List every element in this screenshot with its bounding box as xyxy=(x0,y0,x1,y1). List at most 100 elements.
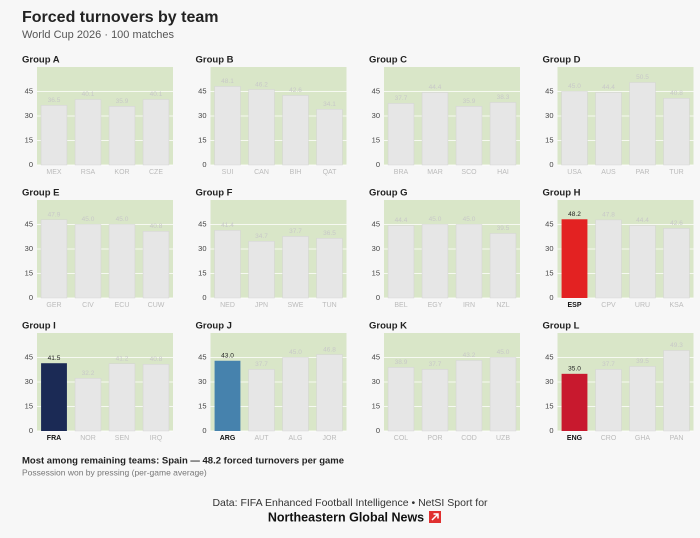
x-tick-label: GER xyxy=(46,302,61,309)
source: Data: FIFA Enhanced Football Intelligenc… xyxy=(212,497,488,509)
y-tick-label: 15 xyxy=(25,401,33,410)
panel-title: Group B xyxy=(196,55,234,66)
bar xyxy=(421,224,449,299)
value-label: 44.4 xyxy=(602,84,615,91)
y-tick-label: 45 xyxy=(198,352,206,361)
value-label: 50.5 xyxy=(636,74,649,81)
value-label: 45.0 xyxy=(82,216,95,223)
panel-title: Group I xyxy=(22,321,56,332)
x-tick-label: QAT xyxy=(323,169,338,176)
value-label: 43.2 xyxy=(463,352,476,359)
x-tick-label: JOR xyxy=(323,435,337,442)
x-tick-label: CUW xyxy=(148,302,165,309)
value-label: 45.0 xyxy=(463,216,476,223)
x-tick-label: POR xyxy=(427,435,442,442)
value-label: 40.1 xyxy=(82,91,95,98)
y-tick-label: 45 xyxy=(372,219,380,228)
x-tick-label: CPV xyxy=(601,302,616,309)
y-tick-label: 30 xyxy=(25,244,33,253)
value-label: 41.5 xyxy=(48,355,61,362)
bar xyxy=(108,224,136,299)
y-tick-label: 15 xyxy=(545,268,553,277)
y-tick-label: 15 xyxy=(372,135,380,144)
y-tick-label: 30 xyxy=(198,111,206,120)
value-label: 38.3 xyxy=(497,94,510,101)
y-tick-label: 0 xyxy=(549,160,553,169)
bar xyxy=(629,82,656,166)
panel-title: Group H xyxy=(543,188,581,199)
bar xyxy=(489,102,517,166)
bar xyxy=(663,98,690,166)
bar xyxy=(316,109,343,166)
value-label: 44.4 xyxy=(636,217,649,224)
y-tick-label: 30 xyxy=(545,111,553,120)
x-tick-label: GHA xyxy=(635,435,651,442)
y-tick-label: 45 xyxy=(198,86,206,95)
bar xyxy=(282,236,309,299)
value-label: 35.0 xyxy=(568,366,581,373)
x-tick-label: NZL xyxy=(496,302,509,309)
x-tick-label: ARG xyxy=(220,435,236,442)
value-label: 41.2 xyxy=(116,355,129,362)
value-label: 35.9 xyxy=(463,98,476,105)
bar xyxy=(40,219,68,299)
bar xyxy=(561,373,588,431)
bar xyxy=(108,363,136,432)
bar xyxy=(316,354,343,432)
panel-title: Group A xyxy=(22,55,60,66)
bar xyxy=(214,360,241,431)
value-label: 48.2 xyxy=(568,211,581,218)
panel-title: Group L xyxy=(543,321,580,332)
panel-title: Group E xyxy=(22,188,59,199)
y-tick-label: 30 xyxy=(545,377,553,386)
x-tick-label: KSA xyxy=(669,302,683,309)
bar xyxy=(561,219,588,298)
bar xyxy=(455,224,483,299)
x-tick-label: SWE xyxy=(288,302,304,309)
x-tick-label: SEN xyxy=(115,435,129,442)
note-sub: Possession won by pressing (per-game ave… xyxy=(22,467,207,477)
x-tick-label: FRA xyxy=(47,435,61,442)
x-tick-label: ENG xyxy=(567,435,583,442)
value-label: 34.1 xyxy=(323,101,336,108)
y-tick-label: 15 xyxy=(25,135,33,144)
bar xyxy=(595,369,622,432)
bar xyxy=(282,357,309,432)
value-label: 45.0 xyxy=(497,349,510,356)
bar xyxy=(248,241,275,299)
value-label: 44.4 xyxy=(429,84,442,91)
bar xyxy=(387,225,415,299)
x-tick-label: URU xyxy=(635,302,650,309)
x-tick-label: TUN xyxy=(322,302,336,309)
bar xyxy=(663,350,690,432)
value-label: 39.5 xyxy=(636,358,649,365)
x-tick-label: BIH xyxy=(290,169,302,176)
bar xyxy=(421,369,449,432)
y-tick-label: 0 xyxy=(29,293,33,302)
x-tick-label: COL xyxy=(394,435,409,442)
panel-title: Group C xyxy=(369,55,407,66)
y-tick-label: 15 xyxy=(545,135,553,144)
y-tick-label: 45 xyxy=(25,352,33,361)
y-tick-label: 0 xyxy=(29,160,33,169)
x-tick-label: USA xyxy=(567,169,582,176)
x-tick-label: PAR xyxy=(636,169,650,176)
y-tick-label: 45 xyxy=(198,219,206,228)
value-label: 41.4 xyxy=(221,222,234,229)
x-tick-label: JPN xyxy=(255,302,268,309)
y-tick-label: 0 xyxy=(202,293,206,302)
bar xyxy=(142,364,170,432)
bar xyxy=(663,228,690,299)
bar xyxy=(629,225,656,299)
x-tick-label: IRN xyxy=(463,302,475,309)
y-tick-label: 45 xyxy=(25,219,33,228)
bar xyxy=(74,99,102,166)
bar xyxy=(489,233,517,299)
value-label: 46.8 xyxy=(323,346,336,353)
y-tick-label: 15 xyxy=(198,401,206,410)
x-tick-label: SUI xyxy=(222,169,234,176)
bar xyxy=(214,86,241,166)
value-label: 45.0 xyxy=(289,349,302,356)
value-label: 48.1 xyxy=(221,78,234,85)
